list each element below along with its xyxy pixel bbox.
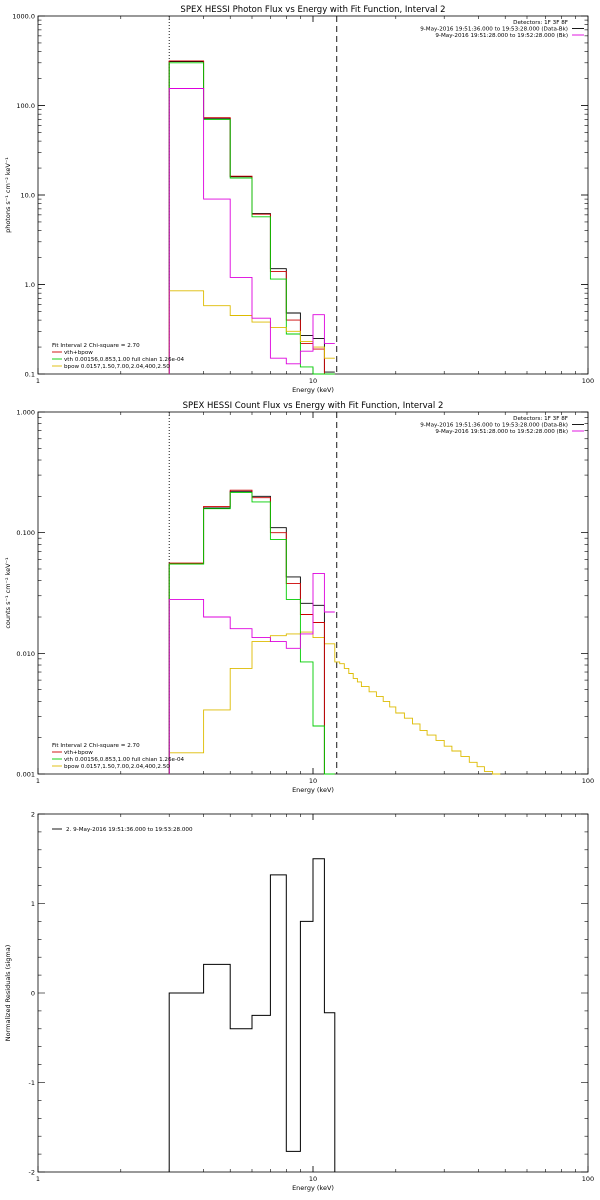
legend-bottom-left-entry: vth 0.00156,0.853,1.00 full chian 1.26e-… [64, 357, 185, 363]
y-tick-label: 1.000 [16, 409, 35, 417]
legend-bottom-left-entry: vth+bpow [64, 350, 93, 356]
y-tick-label: 0.010 [16, 650, 35, 658]
x-axis-label: Energy (keV) [292, 1184, 334, 1192]
y-tick-label: 0.1 [25, 371, 35, 379]
legend-bottom-left-entry: vth+bpow [64, 750, 93, 756]
y-tick-label: 100.0 [16, 102, 35, 110]
series-vth-line [168, 492, 335, 775]
legend-bottom-left-entry: Fit Interval 2 Chi-square = 2.70 [52, 743, 140, 749]
series-residual-line [168, 858, 336, 1172]
series-vth-line [168, 62, 335, 375]
x-tick-label: 1 [36, 777, 40, 785]
series-vth-bpow-line [168, 489, 335, 775]
y-tick-label: 10.0 [21, 192, 35, 200]
legend-top-right-entry: 9-May-2016 19:51:36.000 to 19:53:28.000 … [420, 423, 568, 429]
y-axis-label: photons s⁻¹ cm⁻² keV⁻¹ [4, 157, 12, 233]
x-tick-label: 10 [309, 777, 317, 785]
y-tick-label: 2 [31, 811, 35, 819]
legend-top-right-entry: 9-May-2016 19:51:36.000 to 19:53:28.000 … [420, 27, 568, 33]
series-data-bk-line [168, 61, 335, 374]
x-axis-label: Energy (keV) [292, 386, 334, 394]
legend-top-right-entry: 9-May-2016 19:51:28.000 to 19:52:28.000 … [435, 33, 568, 39]
x-tick-label: 100 [582, 777, 594, 785]
legend-top-right-entry: Detectors: 1F 3F 8F [513, 416, 568, 422]
x-tick-label: 10 [309, 1175, 317, 1183]
series-bpow-line [168, 290, 335, 374]
legend-top-right-entry: Detectors: 1F 3F 8F [513, 20, 568, 26]
legend-bottom-left-entry: bpow 0.0157,1.50,7.00,2.04,400,2.50 [64, 764, 170, 770]
y-tick-label: 1000.0 [12, 13, 35, 21]
x-tick-label: 10 [309, 377, 317, 385]
x-tick-label: 1 [36, 1175, 40, 1183]
legend-top-right-entry: 9-May-2016 19:51:28.000 to 19:52:28.000 … [435, 429, 568, 435]
series-bpow-line [168, 631, 501, 775]
x-tick-label: 1 [36, 377, 40, 385]
count-flux-panel: SPEX HESSI Count Flux vs Energy with Fit… [4, 401, 594, 794]
y-tick-label: 0.001 [16, 771, 35, 779]
legend-bottom-left-entry: vth 0.00156,0.853,1.00 full chian 1.26e-… [64, 757, 185, 763]
y-tick-label: 1.0 [25, 281, 35, 289]
chart-title: SPEX HESSI Photon Flux vs Energy with Fi… [180, 5, 445, 15]
legend-top-left-entry: 2. 9-May-2016 19:51:36.000 to 19:53:28.0… [66, 827, 193, 833]
series-data-bk-line [168, 490, 335, 775]
y-tick-label: -2 [29, 1169, 35, 1177]
photon-flux-panel: SPEX HESSI Photon Flux vs Energy with Fi… [4, 5, 594, 394]
y-tick-label: -1 [29, 1079, 35, 1087]
series-bk-line [168, 572, 335, 774]
x-axis-label: Energy (keV) [292, 786, 334, 794]
y-tick-label: 1 [31, 900, 35, 908]
residuals-panel: 1 10 100 -2 -1 0 1 2 Energy (keV) Normalized Resi… [4, 811, 594, 1193]
y-tick-label: 0 [31, 990, 35, 998]
x-tick-label: 100 [582, 1175, 594, 1183]
series-bk-line [168, 88, 335, 374]
y-axis-label: Normalized Residuals (sigma) [4, 945, 12, 1042]
legend-bottom-left-entry: Fit Interval 2 Chi-square = 2.70 [52, 343, 140, 349]
series-vth-bpow-line [168, 60, 335, 375]
x-tick-label: 100 [582, 377, 594, 385]
legend-bottom-left-entry: bpow 0.0157,1.50,7.00,2.04,400,2.50 [64, 364, 170, 370]
y-tick-label: 0.100 [16, 529, 35, 537]
chart-title: SPEX HESSI Count Flux vs Energy with Fit… [183, 401, 444, 411]
y-axis-label: counts s⁻¹ cm⁻² keV⁻¹ [4, 557, 12, 629]
